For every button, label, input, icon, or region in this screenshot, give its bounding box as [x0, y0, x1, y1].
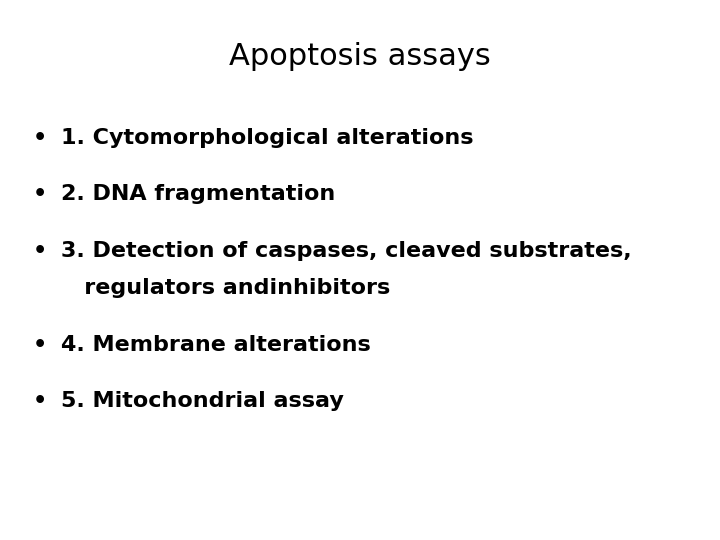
Text: •: •	[32, 241, 47, 261]
Text: Apoptosis assays: Apoptosis assays	[229, 42, 491, 71]
Text: •: •	[32, 334, 47, 355]
Text: •: •	[32, 391, 47, 411]
Text: 1. Cytomorphological alterations: 1. Cytomorphological alterations	[61, 127, 474, 148]
Text: 3. Detection of caspases, cleaved substrates,: 3. Detection of caspases, cleaved substr…	[61, 241, 632, 261]
Text: 2. DNA fragmentation: 2. DNA fragmentation	[61, 184, 336, 205]
Text: •: •	[32, 127, 47, 148]
Text: •: •	[32, 184, 47, 205]
Text: regulators andinhibitors: regulators andinhibitors	[61, 278, 390, 298]
Text: 5. Mitochondrial assay: 5. Mitochondrial assay	[61, 391, 344, 411]
Text: 4. Membrane alterations: 4. Membrane alterations	[61, 334, 371, 355]
